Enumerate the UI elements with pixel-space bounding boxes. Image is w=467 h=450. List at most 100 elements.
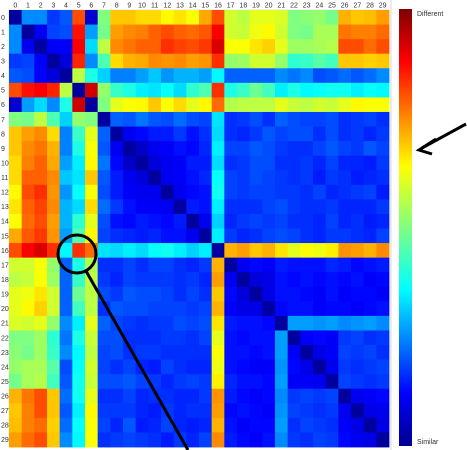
heatmap-cell-13-0 (9, 199, 23, 215)
x-tick-label: 10 (138, 3, 146, 10)
heatmap-cell-11-28 (363, 170, 377, 186)
heatmap-cell-2-16 (211, 39, 225, 55)
y-tick-label: 8 (1, 131, 5, 138)
heatmap-cell-17-5 (72, 257, 86, 273)
heatmap-cell-28-3 (47, 417, 61, 433)
heatmap-cell-21-0 (9, 315, 23, 331)
heatmap-cell-16-17 (224, 243, 238, 259)
heatmap-cell-27-29 (376, 403, 390, 419)
heatmap-cell-13-28 (363, 199, 377, 215)
heatmap-cell-13-12 (161, 199, 175, 215)
heatmap-cell-6-5 (72, 97, 86, 113)
heatmap-cell-0-5 (72, 10, 86, 25)
heatmap-cell-20-27 (351, 301, 365, 317)
heatmap-cell-19-5 (72, 286, 86, 302)
heatmap-cell-18-27 (351, 272, 365, 288)
heatmap-cell-25-2 (34, 374, 48, 390)
heatmap-cell-6-4 (59, 97, 73, 113)
heatmap-cell-23-8 (110, 345, 124, 360)
heatmap-cell-27-18 (237, 403, 251, 419)
heatmap-cell-15-27 (351, 228, 365, 244)
heatmap-cell-11-12 (161, 170, 175, 186)
heatmap-cell-7-22 (287, 111, 301, 127)
heatmap-cell-6-20 (262, 97, 276, 113)
heatmap-cell-29-15 (199, 432, 213, 448)
heatmap-cell-27-26 (338, 403, 352, 419)
heatmap-cell-18-28 (363, 272, 377, 288)
heatmap-cell-8-12 (161, 126, 175, 142)
heatmap-cell-14-13 (173, 213, 187, 229)
heatmap-cell-24-13 (173, 359, 187, 375)
heatmap-cell-13-23 (300, 199, 314, 215)
heatmap-cell-23-16 (211, 345, 225, 360)
heatmap-cell-27-16 (211, 403, 225, 419)
heatmap-cell-29-10 (135, 432, 149, 448)
heatmap-cell-19-19 (249, 286, 263, 302)
heatmap-cell-0-12 (161, 10, 175, 25)
heatmap-cell-21-15 (199, 315, 213, 331)
heatmap-cell-12-26 (338, 184, 352, 200)
heatmap-cell-27-28 (363, 403, 377, 419)
heatmap-cell-22-0 (9, 330, 23, 346)
heatmap-cell-9-23 (300, 141, 314, 157)
y-tick-label: 24 (1, 364, 9, 371)
heatmap-cell-7-21 (275, 111, 289, 127)
heatmap-cell-10-16 (211, 155, 225, 171)
heatmap-cell-25-8 (110, 374, 124, 390)
heatmap-cell-23-25 (325, 345, 339, 360)
heatmap-cell-10-7 (97, 155, 111, 171)
heatmap-cell-12-18 (237, 184, 251, 200)
heatmap-cell-6-16 (211, 97, 225, 113)
heatmap-cell-4-1 (21, 68, 35, 84)
heatmap-cell-5-19 (249, 82, 263, 98)
heatmap-cell-9-11 (148, 141, 162, 157)
heatmap-cell-17-1 (21, 257, 35, 273)
heatmap-cell-0-0 (9, 10, 23, 25)
heatmap-cell-13-1 (21, 199, 35, 215)
heatmap-cell-3-20 (262, 53, 276, 69)
heatmap-cell-25-3 (47, 374, 61, 390)
heatmap-cell-26-23 (300, 388, 314, 404)
heatmap-cell-14-20 (262, 213, 276, 229)
arrow-annotation (415, 122, 467, 156)
heatmap-cell-15-14 (186, 228, 200, 244)
heatmap-cell-20-3 (47, 301, 61, 317)
heatmap-cell-29-17 (224, 432, 238, 448)
heatmap-cell-19-23 (300, 286, 314, 302)
heatmap-cell-0-23 (300, 10, 314, 25)
heatmap-cell-7-5 (72, 111, 86, 127)
heatmap-cell-29-29 (376, 432, 390, 448)
heatmap-cell-8-24 (313, 126, 327, 142)
heatmap-cell-17-14 (186, 257, 200, 273)
heatmap-cell-12-14 (186, 184, 200, 200)
heatmap-cell-27-4 (59, 403, 73, 419)
heatmap-cell-20-28 (363, 301, 377, 317)
heatmap-cell-2-0 (9, 39, 23, 55)
heatmap-cell-21-20 (262, 315, 276, 331)
heatmap-cell-21-7 (97, 315, 111, 331)
heatmap-cell-2-2 (34, 39, 48, 55)
heatmap-cell-28-27 (351, 417, 365, 433)
heatmap-cell-0-10 (135, 10, 149, 25)
heatmap-cell-20-19 (249, 301, 263, 317)
heatmap-cell-6-10 (135, 97, 149, 113)
heatmap-cell-21-25 (325, 315, 339, 331)
heatmap-cell-1-23 (300, 24, 314, 40)
y-tick-label: 13 (1, 204, 9, 211)
heatmap-cell-13-26 (338, 199, 352, 215)
heatmap-cell-29-5 (72, 432, 86, 448)
heatmap-cell-12-23 (300, 184, 314, 200)
heatmap-cell-9-21 (275, 141, 289, 157)
heatmap-cell-25-17 (224, 374, 238, 390)
heatmap-cell-20-22 (287, 301, 301, 317)
heatmap-cell-4-3 (47, 68, 61, 84)
heatmap-cell-6-17 (224, 97, 238, 113)
heatmap-cell-29-20 (262, 432, 276, 448)
heatmap-cell-27-14 (186, 403, 200, 419)
heatmap-cell-5-12 (161, 82, 175, 98)
heatmap-cell-0-24 (313, 10, 327, 25)
heatmap-cell-15-7 (97, 228, 111, 244)
heatmap-cell-29-21 (275, 432, 289, 448)
heatmap-cell-17-26 (338, 257, 352, 273)
heatmap-cell-23-22 (287, 345, 301, 360)
